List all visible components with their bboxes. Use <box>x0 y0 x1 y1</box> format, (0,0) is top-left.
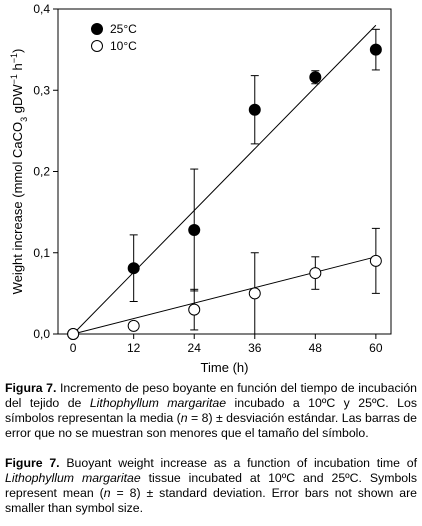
fit-line-1 <box>73 256 376 335</box>
y-axis-label-part: −1 <box>9 53 19 63</box>
legend: 25°C 10°C <box>91 22 137 53</box>
y-tick-label: 0,2 <box>33 165 50 179</box>
data-point <box>127 262 140 275</box>
legend-marker <box>91 40 103 52</box>
caption-es-text-1: Incremento de peso boyante en función de… <box>5 381 418 410</box>
data-point <box>369 254 382 267</box>
x-tick-label: 24 <box>188 341 202 355</box>
weight-increase-chart: 0 12 24 36 48 60 0,0 0,1 0,2 0,3 0,4 25°C 10°C Tim… <box>9 2 392 375</box>
data-point <box>188 303 201 316</box>
y-axis-label-part: ) <box>10 49 25 53</box>
caption-en-text-2: tissue incubated at 10ºC and 25ºC. Symbo… <box>5 471 418 500</box>
y-tick-label: 0,0 <box>33 327 50 341</box>
data-point <box>67 328 80 340</box>
fit-line-0 <box>72 24 377 335</box>
y-axis-label-part: −1 <box>9 74 19 84</box>
data-point <box>248 103 261 116</box>
y-axis-label: Weight increase (mmol CaCO3 gDW−1 h−1) <box>9 49 29 295</box>
y-axis-label-part: h <box>10 63 25 74</box>
plot-frame <box>57 8 392 335</box>
caption-en-label: Figure 7. <box>5 456 60 470</box>
y-tick-label: 0,3 <box>33 83 50 97</box>
caption-en-n: n <box>103 486 111 500</box>
caption-es-n: n <box>180 411 188 425</box>
x-tick-label: 0 <box>70 341 77 355</box>
x-axis-ticks: 0 12 24 36 48 60 <box>70 334 383 355</box>
data-point <box>309 267 322 280</box>
y-axis-label-part: 3 <box>19 117 29 122</box>
x-tick-label: 36 <box>248 341 262 355</box>
figure-caption-english: Figure 7. Buoyant weight increase as a f… <box>5 456 417 516</box>
x-tick-label: 48 <box>309 341 323 355</box>
caption-en-text-1: Buoyant weight increase as a function of… <box>59 456 418 470</box>
y-axis-label-part: gDW <box>10 84 25 117</box>
x-axis-label: Time (h) <box>201 360 249 375</box>
data-point <box>188 224 201 236</box>
x-tick-label: 12 <box>127 341 141 355</box>
caption-en-text-3: = 8) ± standard deviation. Error bars no… <box>5 486 418 515</box>
caption-es-label: Figura 7. <box>5 381 57 395</box>
data-point <box>127 319 140 332</box>
data-point <box>309 71 322 84</box>
data-point <box>248 287 261 300</box>
y-tick-label: 0,1 <box>33 246 50 260</box>
legend-label: 10°C <box>110 39 137 53</box>
caption-es-species: Lithophyllum margaritae <box>89 396 227 410</box>
legend-marker <box>91 23 103 35</box>
y-axis-label-part: Weight increase (mmol CaCO <box>10 122 25 294</box>
regression-lines <box>72 24 377 335</box>
figure-caption-spanish: Figura 7. Incremento de peso boyante en … <box>5 381 417 441</box>
y-tick-label: 0,4 <box>33 2 50 16</box>
caption-en-species: Lithophyllum margaritae <box>5 471 141 485</box>
data-point <box>369 43 382 56</box>
x-tick-label: 60 <box>369 341 383 355</box>
caption-es-text-2: incubado a 10ºC y 25ºC. Los símbolos rep… <box>5 396 417 425</box>
legend-label: 25°C <box>110 22 137 36</box>
y-axis-ticks: 0,0 0,1 0,2 0,3 0,4 <box>33 2 58 341</box>
plot-area-border <box>57 8 392 335</box>
data-points <box>67 43 382 340</box>
caption-es-text-3: = 8) ± desviación estándar. Las barras d… <box>5 411 417 440</box>
